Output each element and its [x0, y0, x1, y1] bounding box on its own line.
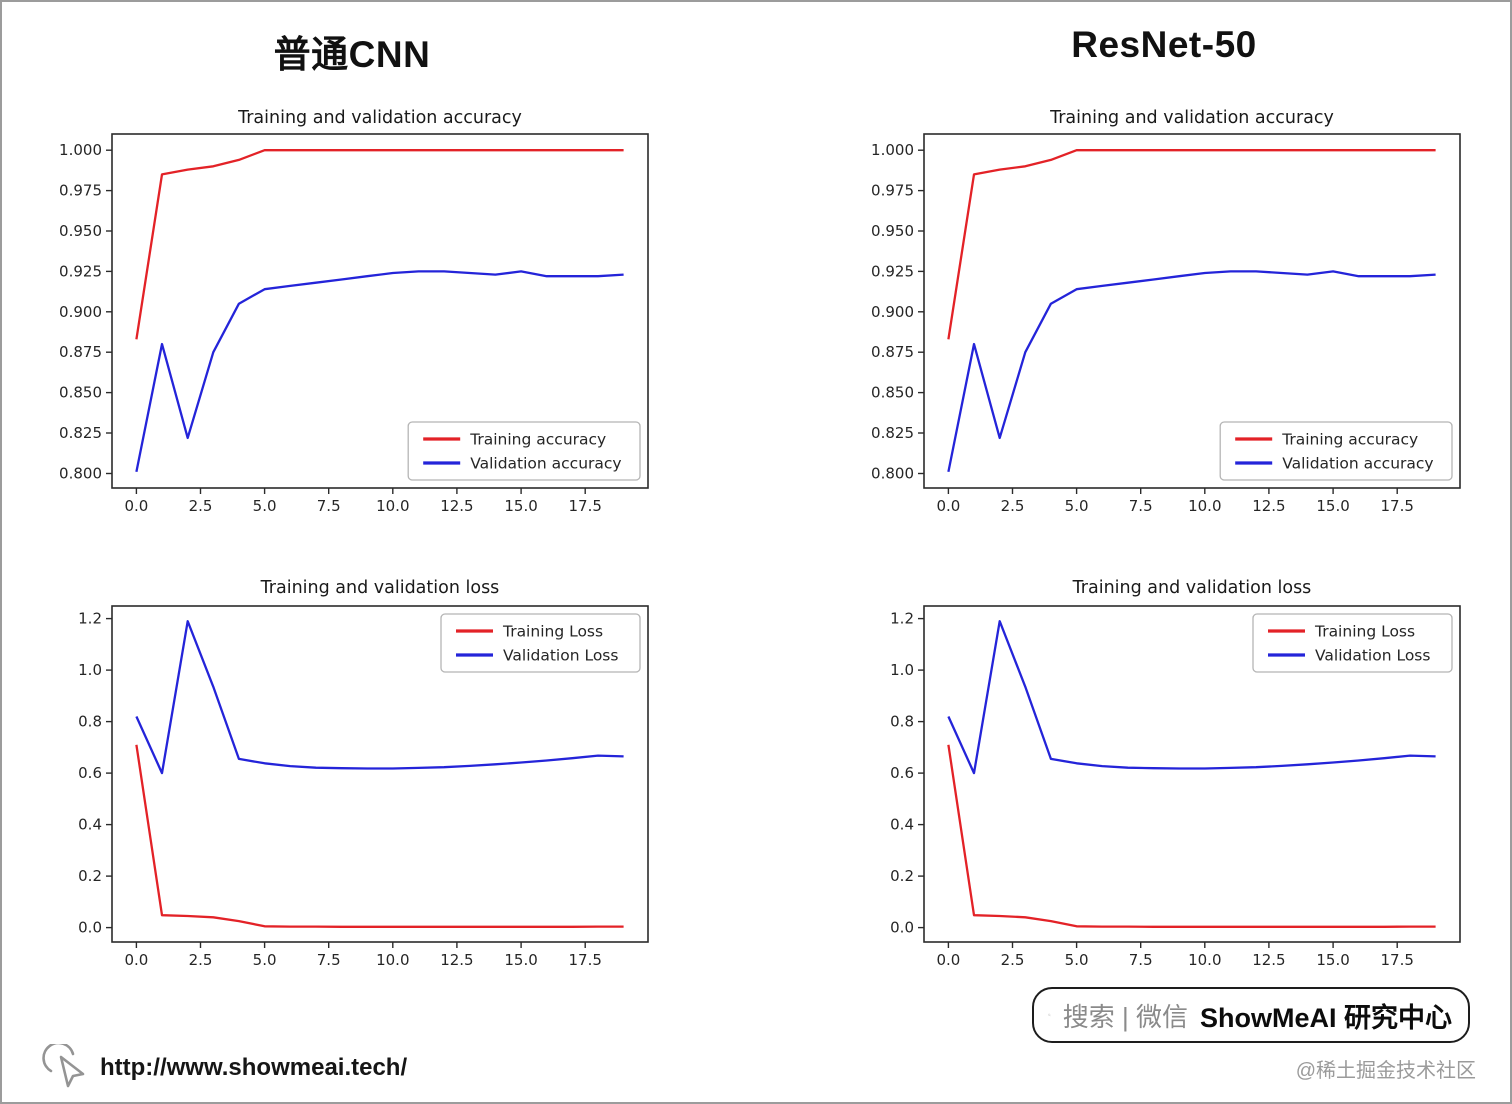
svg-text:10.0: 10.0 — [1188, 497, 1221, 515]
svg-text:10.0: 10.0 — [1188, 951, 1221, 969]
svg-text:0.850: 0.850 — [871, 384, 914, 402]
cnn-loss-chart: Training and validation loss 0.0 0.2 0.4 0.6… — [78, 578, 649, 969]
svg-text:7.5: 7.5 — [317, 497, 341, 515]
svg-text:0.825: 0.825 — [871, 424, 914, 442]
svg-text:0.8: 0.8 — [890, 713, 914, 731]
svg-text:0.850: 0.850 — [59, 384, 102, 402]
resnet-loss-chart: Training and validation loss 0.0 0.2 0.4 0.6… — [890, 578, 1461, 969]
search-hint-text: 搜索 | 微信 — [1062, 1001, 1188, 1032]
svg-text:0.0: 0.0 — [124, 497, 148, 515]
svg-text:0.975: 0.975 — [59, 182, 102, 200]
svg-text:0.0: 0.0 — [890, 919, 914, 937]
svg-text:2.5: 2.5 — [1001, 497, 1025, 515]
svg-text:0.950: 0.950 — [59, 222, 102, 240]
svg-text:Training Loss: Training Loss — [1314, 623, 1415, 641]
brand-name-text: ShowMeAI 研究中心 — [1199, 1002, 1452, 1033]
svg-text:0.975: 0.975 — [871, 182, 914, 200]
svg-text:Training and validation accura: Training and validation accuracy — [237, 108, 522, 128]
svg-text:Validation Loss: Validation Loss — [1315, 647, 1430, 665]
svg-text:0.0: 0.0 — [936, 951, 960, 969]
svg-text:0.0: 0.0 — [124, 951, 148, 969]
svg-text:15.0: 15.0 — [1316, 951, 1349, 969]
svg-text:0.925: 0.925 — [59, 262, 102, 280]
svg-text:0.875: 0.875 — [59, 343, 102, 361]
svg-text:0.0: 0.0 — [936, 497, 960, 515]
search-icon — [1048, 1013, 1051, 1017]
svg-text:0.6: 0.6 — [78, 764, 102, 782]
svg-text:1.2: 1.2 — [890, 610, 914, 628]
svg-text:0.4: 0.4 — [890, 816, 914, 834]
svg-text:1.000: 1.000 — [59, 141, 102, 159]
svg-text:0.2: 0.2 — [78, 867, 102, 885]
svg-text:5.0: 5.0 — [1065, 951, 1089, 969]
svg-text:15.0: 15.0 — [504, 951, 537, 969]
svg-text:0.900: 0.900 — [59, 303, 102, 321]
svg-text:2.5: 2.5 — [189, 497, 213, 515]
svg-text:17.5: 17.5 — [568, 951, 601, 969]
svg-text:1.000: 1.000 — [871, 141, 914, 159]
svg-text:Validation accuracy: Validation accuracy — [470, 455, 621, 473]
svg-text:Validation Loss: Validation Loss — [503, 647, 618, 665]
svg-text:0.950: 0.950 — [871, 222, 914, 240]
svg-text:0.825: 0.825 — [59, 424, 102, 442]
svg-text:0.2: 0.2 — [890, 867, 914, 885]
svg-text:0.6: 0.6 — [890, 764, 914, 782]
svg-text:0.875: 0.875 — [871, 343, 914, 361]
svg-text:Training accuracy: Training accuracy — [469, 431, 606, 449]
wechat-search-watermark: 搜索 | 微信 ShowMeAI 研究中心 — [1032, 987, 1470, 1043]
svg-text:17.5: 17.5 — [1380, 497, 1413, 515]
svg-text:7.5: 7.5 — [1129, 497, 1153, 515]
svg-text:1.0: 1.0 — [78, 661, 102, 679]
svg-text:12.5: 12.5 — [1252, 497, 1285, 515]
svg-text:12.5: 12.5 — [1252, 951, 1285, 969]
svg-text:15.0: 15.0 — [1316, 497, 1349, 515]
cnn-accuracy-chart: Training and validation accuracy 0.800 0.8… — [59, 108, 649, 515]
svg-text:Training Loss: Training Loss — [502, 623, 603, 641]
svg-text:5.0: 5.0 — [253, 951, 277, 969]
svg-text:Training and validation loss: Training and validation loss — [1072, 578, 1312, 598]
column-title-resnet: ResNet-50 — [1071, 24, 1257, 65]
resnet-accuracy-chart: Training and validation accuracy 0.800 0.8… — [871, 108, 1461, 515]
svg-text:15.0: 15.0 — [504, 497, 537, 515]
svg-text:12.5: 12.5 — [440, 951, 473, 969]
svg-text:5.0: 5.0 — [1065, 497, 1089, 515]
svg-text:10.0: 10.0 — [376, 497, 409, 515]
svg-text:0.4: 0.4 — [78, 816, 102, 834]
svg-text:2.5: 2.5 — [189, 951, 213, 969]
svg-text:5.0: 5.0 — [253, 497, 277, 515]
cursor-icon — [42, 1044, 85, 1088]
svg-text:0.925: 0.925 — [871, 262, 914, 280]
site-url-text: http://www.showmeai.tech/ — [100, 1054, 408, 1081]
svg-text:Training accuracy: Training accuracy — [1281, 431, 1418, 449]
svg-text:0.0: 0.0 — [78, 919, 102, 937]
svg-text:0.800: 0.800 — [871, 465, 914, 483]
svg-text:0.900: 0.900 — [871, 303, 914, 321]
svg-text:17.5: 17.5 — [568, 497, 601, 515]
svg-text:2.5: 2.5 — [1001, 951, 1025, 969]
svg-text:0.800: 0.800 — [59, 465, 102, 483]
svg-text:12.5: 12.5 — [440, 497, 473, 515]
svg-text:1.2: 1.2 — [78, 610, 102, 628]
svg-text:Training and validation loss: Training and validation loss — [260, 578, 500, 598]
column-title-cnn: 普通CNN — [273, 34, 431, 75]
svg-text:Training and validation accura: Training and validation accuracy — [1049, 108, 1334, 128]
svg-text:7.5: 7.5 — [317, 951, 341, 969]
svg-text:7.5: 7.5 — [1129, 951, 1153, 969]
svg-text:0.8: 0.8 — [78, 713, 102, 731]
svg-text:Validation accuracy: Validation accuracy — [1282, 455, 1433, 473]
svg-text:1.0: 1.0 — [890, 661, 914, 679]
attribution-text: @稀土掘金技术社区 — [1295, 1060, 1476, 1082]
svg-text:17.5: 17.5 — [1380, 951, 1413, 969]
site-link: http://www.showmeai.tech/ — [40, 1044, 407, 1092]
svg-text:10.0: 10.0 — [376, 951, 409, 969]
